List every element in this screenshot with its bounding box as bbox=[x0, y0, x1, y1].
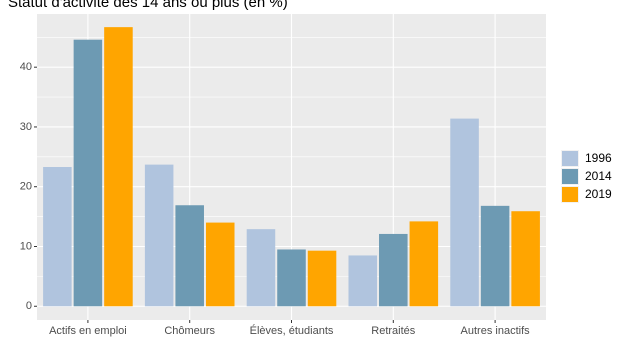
bar-1996 bbox=[348, 255, 378, 307]
bar-1996 bbox=[246, 229, 276, 307]
bar-2014 bbox=[175, 205, 204, 307]
y-tick-label: 10 bbox=[20, 240, 32, 252]
y-tick-label: 0 bbox=[26, 300, 32, 312]
y-axis: 0 10 20 30 40 bbox=[20, 61, 37, 312]
legend: 1996 2014 2019 bbox=[561, 150, 612, 203]
bar-2014 bbox=[73, 39, 103, 307]
y-tick-label: 40 bbox=[20, 61, 32, 73]
legend-swatch-2019 bbox=[562, 187, 578, 202]
bar-1996 bbox=[144, 164, 174, 307]
x-tick-label: Autres inactifs bbox=[461, 325, 531, 337]
bar-2019 bbox=[307, 250, 337, 307]
bar-2019 bbox=[205, 222, 235, 307]
x-tick-label: Retraités bbox=[371, 325, 416, 337]
x-tick-label: Élèves, étudiants bbox=[250, 324, 334, 337]
legend-swatch-1996 bbox=[562, 151, 578, 166]
x-tick-label: Chômeurs bbox=[164, 325, 215, 337]
legend-label: 1996 bbox=[585, 151, 612, 165]
bar-2019 bbox=[511, 211, 540, 307]
y-tick-label: 20 bbox=[20, 181, 32, 193]
x-tick-label: Actifs en emploi bbox=[49, 325, 127, 337]
bar-1996 bbox=[450, 118, 479, 307]
bar-2019 bbox=[104, 27, 133, 307]
bar-2014 bbox=[379, 233, 408, 307]
legend-label: 2019 bbox=[585, 187, 612, 201]
bar-1996 bbox=[43, 167, 72, 307]
y-tick-label: 30 bbox=[20, 121, 32, 133]
x-axis: Actifs en emploi Chômeurs Élèves, étudiant… bbox=[49, 320, 530, 337]
bars bbox=[43, 27, 540, 307]
bar-2019 bbox=[409, 221, 439, 307]
chart-title: Statut d'activité des 14 ans ou plus (en… bbox=[8, 0, 288, 11]
legend-swatch-2014 bbox=[562, 169, 578, 184]
bar-2014 bbox=[277, 249, 306, 307]
legend-label: 2014 bbox=[585, 169, 612, 183]
bar-2014 bbox=[480, 205, 510, 307]
